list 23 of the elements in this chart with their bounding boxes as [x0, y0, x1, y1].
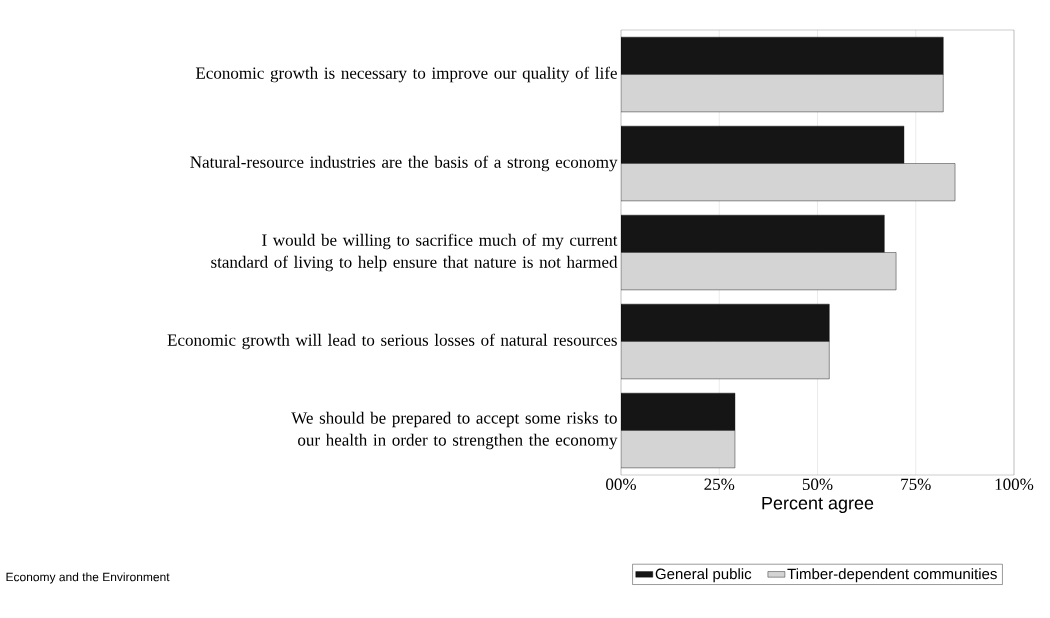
y-tick-label: Economic growth will lead to serious losses of natural resources — [167, 333, 617, 350]
bar — [621, 125, 905, 164]
x-axis-title: Percent agree — [762, 496, 874, 514]
bar — [621, 252, 897, 291]
bar — [621, 36, 944, 75]
x-tick-label: 00% — [606, 478, 636, 491]
bar — [621, 430, 736, 469]
y-tick-label: Natural-resource industries are the basis of a strong economy — [190, 155, 618, 172]
bar — [621, 341, 830, 380]
bar — [621, 303, 830, 342]
bar — [621, 214, 885, 253]
x-tick-label: 50% — [802, 478, 833, 491]
legend-label: General public — [655, 568, 752, 583]
y-tick-label: I would be willing to sacrifice much of my current standard of living to help ensure that nature is not harmed — [211, 233, 618, 272]
x-tick-label: 25% — [704, 478, 735, 491]
bar — [621, 392, 736, 431]
x-tick-label: 100% — [995, 478, 1034, 491]
x-tick-label: 75% — [901, 478, 931, 491]
y-tick-label: We should be prepared to accept some risks to our health in order to strengthen the economy — [291, 411, 618, 450]
legend-label: Timber-dependent communities — [787, 568, 997, 583]
bar — [621, 74, 944, 113]
y-tick-label: Economic growth is necessary to improve our quality of life — [195, 66, 617, 83]
text: Economy and the Environment — [6, 572, 170, 584]
